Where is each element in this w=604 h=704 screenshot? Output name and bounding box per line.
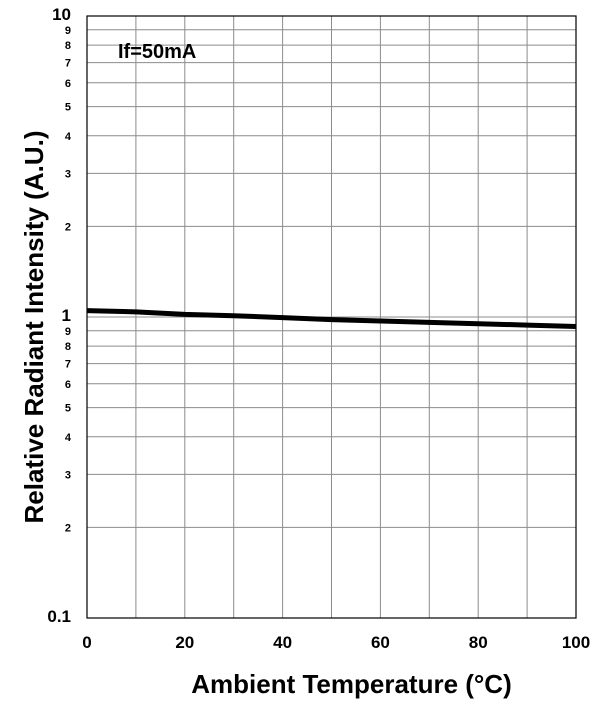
y-tick-label: 0.1: [47, 607, 71, 626]
y-tick-label: 7: [65, 58, 71, 70]
x-tick-label: 100: [562, 633, 590, 652]
y-tick-label: 7: [65, 359, 71, 371]
y-tick-label: 3: [65, 168, 71, 180]
x-tick-label: 60: [371, 633, 390, 652]
series-layer: [86, 308, 577, 329]
y-tick-label: 4: [65, 432, 72, 444]
y-tick-label: 2: [65, 522, 71, 534]
plot-frame: [86, 15, 577, 619]
intensity-curve: [86, 308, 577, 329]
y-tick-label: 2: [65, 221, 71, 233]
y-tick-label: 8: [65, 341, 71, 353]
x-tick-label: 20: [175, 633, 194, 652]
y-tick-label: 5: [65, 403, 71, 415]
x-tick-label: 80: [469, 633, 488, 652]
y-tick-label: 6: [65, 78, 71, 90]
y-tick-label: 6: [65, 379, 71, 391]
x-tick-label: 40: [273, 633, 292, 652]
y-tick-label: 9: [65, 326, 71, 338]
y-tick-label: 8: [65, 40, 71, 52]
y-tick-label: 9: [65, 25, 71, 37]
x-tick-label: 0: [82, 633, 91, 652]
y-axis-title: Relative Radiant Intensity (A.U.): [19, 131, 49, 524]
x-axis-title: Ambient Temperature (°C): [191, 669, 512, 699]
y-tick-label: 1: [62, 306, 71, 325]
grid: [86, 15, 577, 619]
y-tick-label: 4: [65, 131, 72, 143]
y-tick-label: 3: [65, 469, 71, 481]
y-tick-label: 10: [52, 5, 71, 24]
y-tick-label: 5: [65, 102, 71, 114]
current-annotation: If=50mA: [118, 41, 196, 63]
